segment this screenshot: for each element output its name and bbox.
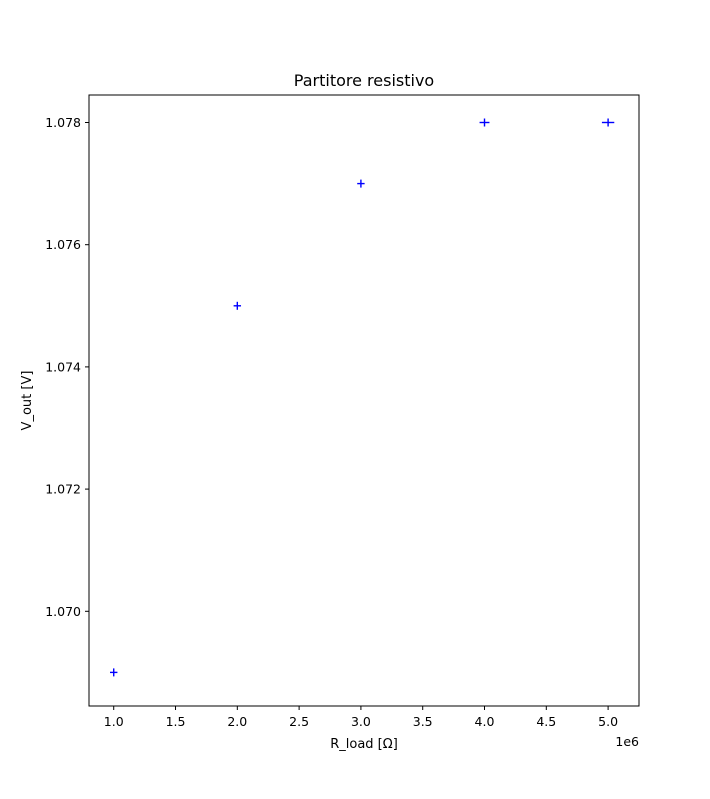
data-point <box>601 118 615 127</box>
y-tick-label: 1.074 <box>45 359 81 374</box>
x-axis-ticks: 1.0 1.5 2.0 2.5 3.0 3.5 4.0 4.5 5.0 <box>104 706 618 729</box>
x-tick-label: 1.0 <box>104 714 124 729</box>
data-point <box>233 301 242 310</box>
y-tick-label: 1.078 <box>45 115 81 130</box>
y-tick-label: 1.072 <box>45 482 81 497</box>
x-tick-label: 5.0 <box>598 714 618 729</box>
data-point <box>479 118 490 127</box>
data-point <box>357 179 365 188</box>
data-points <box>110 118 615 677</box>
y-tick-label: 1.076 <box>45 237 81 252</box>
y-axis-ticks: 1.070 1.072 1.074 1.076 1.078 <box>45 115 89 619</box>
x-tick-label: 2.0 <box>227 714 247 729</box>
x-tick-label: 4.0 <box>475 714 495 729</box>
y-tick-label: 1.070 <box>45 604 81 619</box>
y-axis-label: V_out [V] <box>20 371 35 431</box>
chart-title: Partitore resistivo <box>294 71 434 90</box>
x-tick-label: 4.5 <box>536 714 556 729</box>
data-point <box>110 668 118 677</box>
plot-area-frame <box>88 94 640 707</box>
x-axis-offset-text: 1e6 <box>615 734 639 749</box>
x-axis-label: R_load [Ω] <box>330 737 398 752</box>
x-tick-label: 3.5 <box>413 714 433 729</box>
x-tick-label: 2.5 <box>289 714 309 729</box>
x-tick-label: 3.0 <box>351 714 371 729</box>
x-tick-label: 1.5 <box>166 714 186 729</box>
